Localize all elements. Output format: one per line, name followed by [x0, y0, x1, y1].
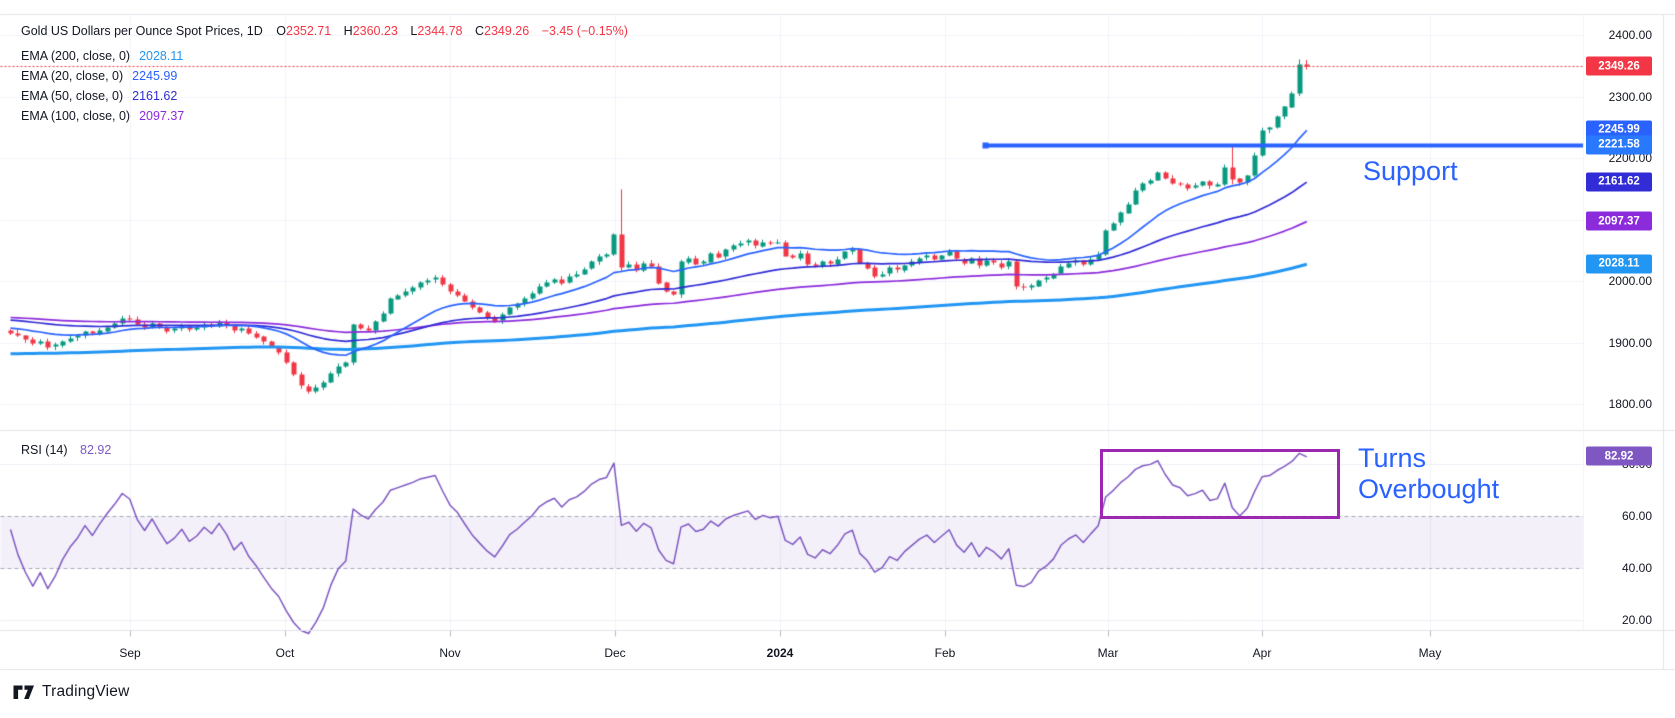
axis-price-label: 60.00: [1621, 509, 1652, 523]
tradingview-logo-icon: [13, 685, 34, 699]
support-annotation[interactable]: Support: [1363, 156, 1458, 186]
axis-time-label: Sep: [119, 646, 141, 660]
ohlc-low: L2344.78: [410, 24, 463, 38]
ema-legend-value: 2245.99: [132, 69, 178, 83]
axis-time-label: 2024: [766, 646, 794, 660]
axis-price-badge: 2028.11: [1586, 254, 1652, 274]
rsi-legend[interactable]: RSI (14) 82.92: [21, 443, 111, 457]
axis-price-label: 2400.00: [1608, 28, 1652, 42]
axis-time-label: Oct: [275, 646, 295, 660]
ema-legend-row[interactable]: EMA (200, close, 0) 2028.11: [21, 46, 184, 66]
ema-legend-row[interactable]: EMA (50, close, 0) 2161.62: [21, 86, 184, 106]
axis-time-label: Nov: [439, 646, 461, 660]
axis-price-badge: 2161.62: [1586, 172, 1652, 192]
ema-legend-value: 2097.37: [139, 109, 185, 123]
ema-legend-label: EMA (100, close, 0): [21, 109, 131, 123]
axis-price-label: 20.00: [1621, 613, 1652, 627]
ema-legend-value: 2028.11: [139, 49, 184, 63]
axis-price-label: 2300.00: [1608, 89, 1652, 104]
ema-legend-row[interactable]: EMA (20, close, 0) 2245.99: [21, 66, 184, 86]
ema-legend: EMA (200, close, 0) 2028.11 EMA (20, close…: [21, 46, 184, 126]
axis-price-badge: 2221.58: [1586, 135, 1652, 155]
axis-time-label: Feb: [934, 646, 956, 660]
axis-price-label: 1800.00: [1608, 397, 1652, 411]
ohlc-change: −3.45 (−0.15%): [541, 24, 628, 38]
ohlc-high: H2360.23: [343, 24, 398, 38]
ema-legend-label: EMA (200, close, 0): [21, 49, 131, 63]
symbol-legend[interactable]: Gold US Dollars per Ounce Spot Prices, 1…: [21, 24, 628, 38]
ema-legend-label: EMA (20, close, 0): [21, 69, 124, 83]
axis-time-label: Apr: [1252, 646, 1272, 660]
axis-time-label: May: [1418, 646, 1442, 660]
symbol-title[interactable]: Gold US Dollars per Ounce Spot Prices, 1…: [21, 24, 263, 38]
tradingview-attribution[interactable]: TradingView: [13, 683, 130, 701]
overbought-annotation-line1: Turns: [1358, 443, 1427, 473]
axis-time-label: Mar: [1097, 646, 1119, 660]
axis-price-badge: 2245.99: [1586, 120, 1652, 140]
overbought-annotation-line2: Overbought: [1358, 474, 1500, 504]
ema-legend-label: EMA (50, close, 0): [21, 89, 124, 103]
axis-price-label: 2000.00: [1608, 274, 1652, 288]
overbought-annotation[interactable]: Turns Overbought: [1358, 443, 1499, 505]
overbought-box[interactable]: [1100, 449, 1340, 519]
tradingview-brand-text: TradingView: [42, 683, 130, 700]
rsi-value: 82.92: [80, 443, 112, 457]
ema-legend-value: 2161.62: [132, 89, 178, 103]
axis-price-label: 2200.00: [1608, 151, 1652, 165]
axis-price-badge: 82.92: [1586, 446, 1652, 466]
axis-price-badge: 2097.37: [1586, 211, 1652, 231]
ema-legend-row[interactable]: EMA (100, close, 0) 2097.37: [21, 106, 184, 126]
rsi-label: RSI (14): [21, 443, 68, 457]
ohlc-open: O2352.71: [276, 24, 332, 38]
axis-price-badge: 2349.26: [1586, 56, 1652, 76]
axis-time-label: Dec: [604, 646, 626, 660]
ohlc-close: C2349.26: [475, 24, 530, 38]
axis-price-label: 1900.00: [1608, 335, 1652, 350]
axis-price-label: 40.00: [1621, 561, 1652, 575]
